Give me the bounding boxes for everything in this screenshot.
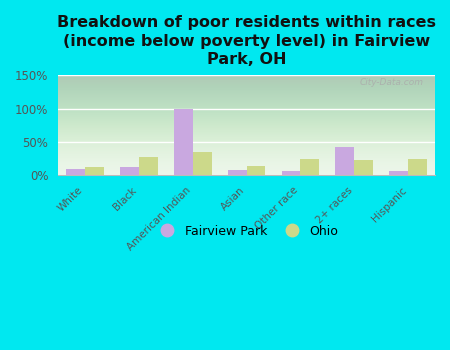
Bar (247, 166, 266, 175)
Bar (354, 160, 373, 175)
Bar (66, 169, 85, 175)
Bar (282, 172, 301, 175)
Bar (389, 171, 408, 175)
Bar (301, 159, 319, 175)
Bar (408, 159, 427, 175)
Title: Breakdown of poor residents within races
(income below poverty level) in Fairvie: Breakdown of poor residents within races… (57, 15, 436, 67)
Bar (120, 167, 139, 175)
Bar (228, 170, 247, 175)
Bar (85, 167, 104, 175)
Text: City-Data.com: City-Data.com (360, 78, 424, 87)
Bar (174, 108, 193, 175)
Bar (139, 157, 158, 175)
Legend: Fairview Park, Ohio: Fairview Park, Ohio (150, 219, 343, 243)
Bar (335, 147, 354, 175)
Bar (193, 152, 212, 175)
